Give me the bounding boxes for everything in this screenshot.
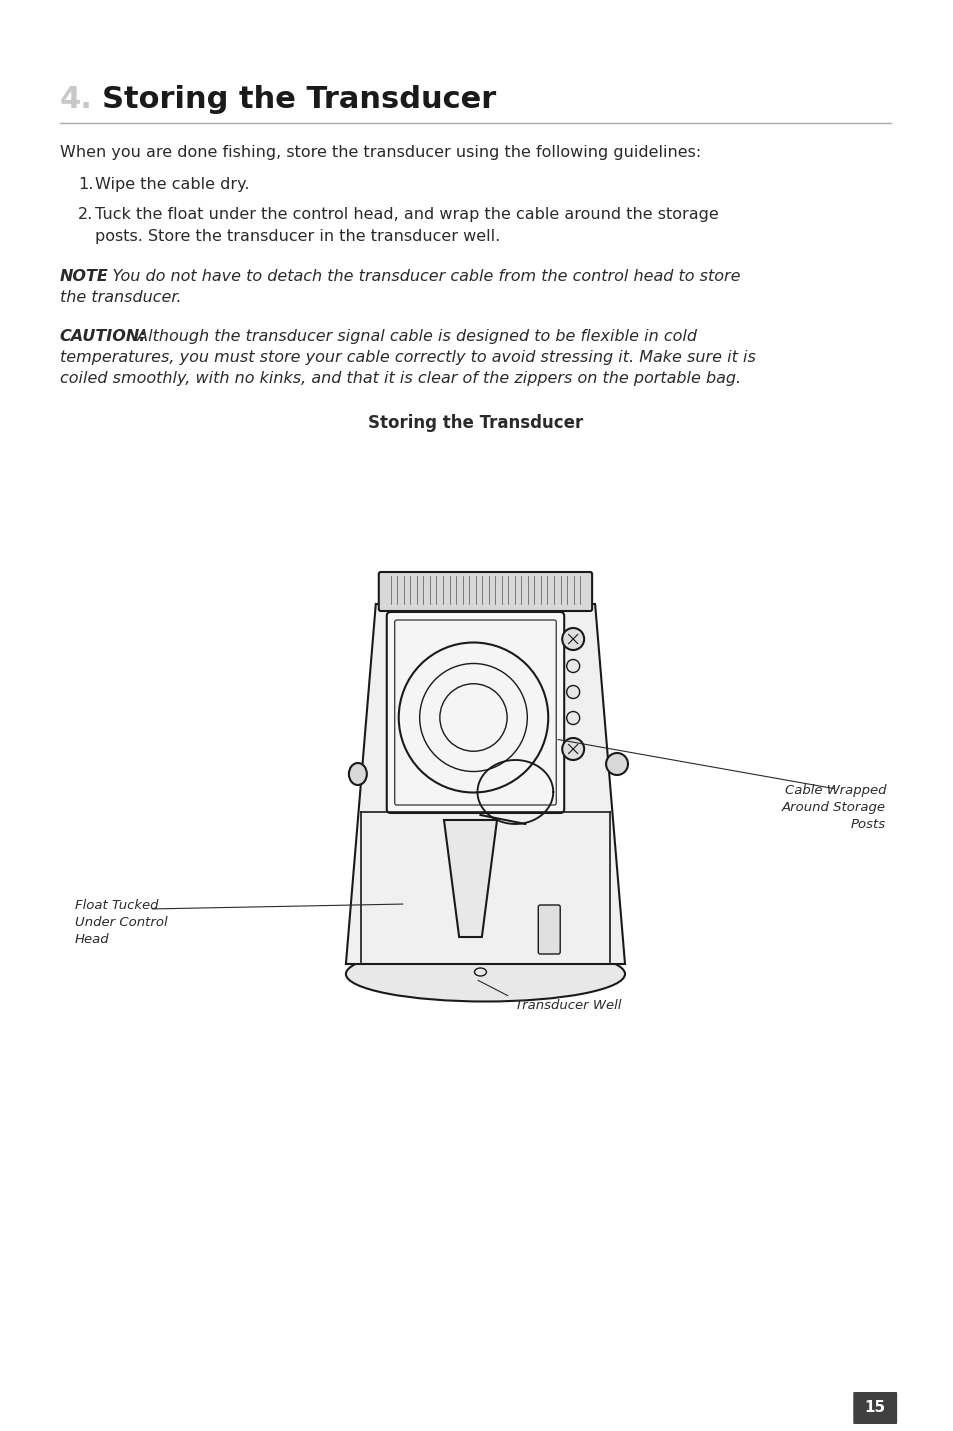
Text: temperatures, you must store your cable correctly to avoid stressing it. Make su: temperatures, you must store your cable … xyxy=(60,351,755,365)
Ellipse shape xyxy=(605,753,627,776)
Ellipse shape xyxy=(566,660,579,673)
Text: Although the transducer signal cable is designed to be flexible in cold: Although the transducer signal cable is … xyxy=(132,329,696,343)
Text: 15: 15 xyxy=(863,1401,884,1415)
Ellipse shape xyxy=(561,738,583,760)
Ellipse shape xyxy=(566,685,579,698)
Text: Wipe the cable dry.: Wipe the cable dry. xyxy=(94,177,249,192)
FancyBboxPatch shape xyxy=(386,612,563,813)
Text: the transducer.: the transducer. xyxy=(60,290,181,305)
Ellipse shape xyxy=(346,946,624,1002)
Text: NOTE: NOTE xyxy=(60,269,109,283)
Text: Float Tucked
Under Control
Head: Float Tucked Under Control Head xyxy=(74,899,167,946)
Text: : You do not have to detach the transducer cable from the control head to store: : You do not have to detach the transduc… xyxy=(102,269,740,283)
Polygon shape xyxy=(443,820,497,937)
Text: 4.: 4. xyxy=(60,84,92,114)
FancyBboxPatch shape xyxy=(378,572,592,611)
Text: Tuck the float under the control head, and wrap the cable around the storage: Tuck the float under the control head, a… xyxy=(94,207,718,222)
Text: CAUTION:: CAUTION: xyxy=(60,329,146,343)
Text: Storing the Transducer: Storing the Transducer xyxy=(102,84,496,114)
Text: 2.: 2. xyxy=(78,207,92,222)
FancyBboxPatch shape xyxy=(852,1392,896,1424)
Text: Transducer Well: Transducer Well xyxy=(515,999,621,1012)
Text: posts. Store the transducer in the transducer well.: posts. Store the transducer in the trans… xyxy=(94,229,499,245)
FancyBboxPatch shape xyxy=(395,620,556,806)
Text: When you are done fishing, store the transducer using the following guidelines:: When you are done fishing, store the tra… xyxy=(60,145,700,160)
Ellipse shape xyxy=(566,711,579,724)
FancyBboxPatch shape xyxy=(537,904,559,954)
Text: coiled smoothly, with no kinks, and that it is clear of the zippers on the porta: coiled smoothly, with no kinks, and that… xyxy=(60,371,740,386)
Text: Storing the Transducer: Storing the Transducer xyxy=(368,414,582,432)
Text: 1.: 1. xyxy=(78,177,93,192)
Ellipse shape xyxy=(349,763,367,786)
Polygon shape xyxy=(346,604,624,964)
Text: Cable Wrapped
Around Storage
Posts: Cable Wrapped Around Storage Posts xyxy=(781,784,885,831)
Ellipse shape xyxy=(561,628,583,650)
